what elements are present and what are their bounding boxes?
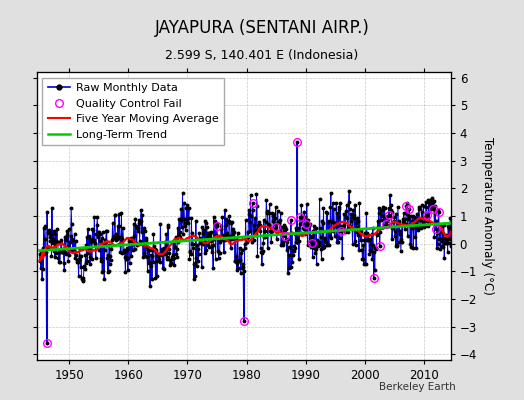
Text: JAYAPURA (SENTANI AIRP.): JAYAPURA (SENTANI AIRP.) — [155, 19, 369, 37]
Legend: Raw Monthly Data, Quality Control Fail, Five Year Moving Average, Long-Term Tren: Raw Monthly Data, Quality Control Fail, … — [42, 78, 224, 145]
Text: 2.599 S, 140.401 E (Indonesia): 2.599 S, 140.401 E (Indonesia) — [166, 50, 358, 62]
Text: Berkeley Earth: Berkeley Earth — [379, 382, 456, 392]
Y-axis label: Temperature Anomaly (°C): Temperature Anomaly (°C) — [481, 137, 494, 295]
